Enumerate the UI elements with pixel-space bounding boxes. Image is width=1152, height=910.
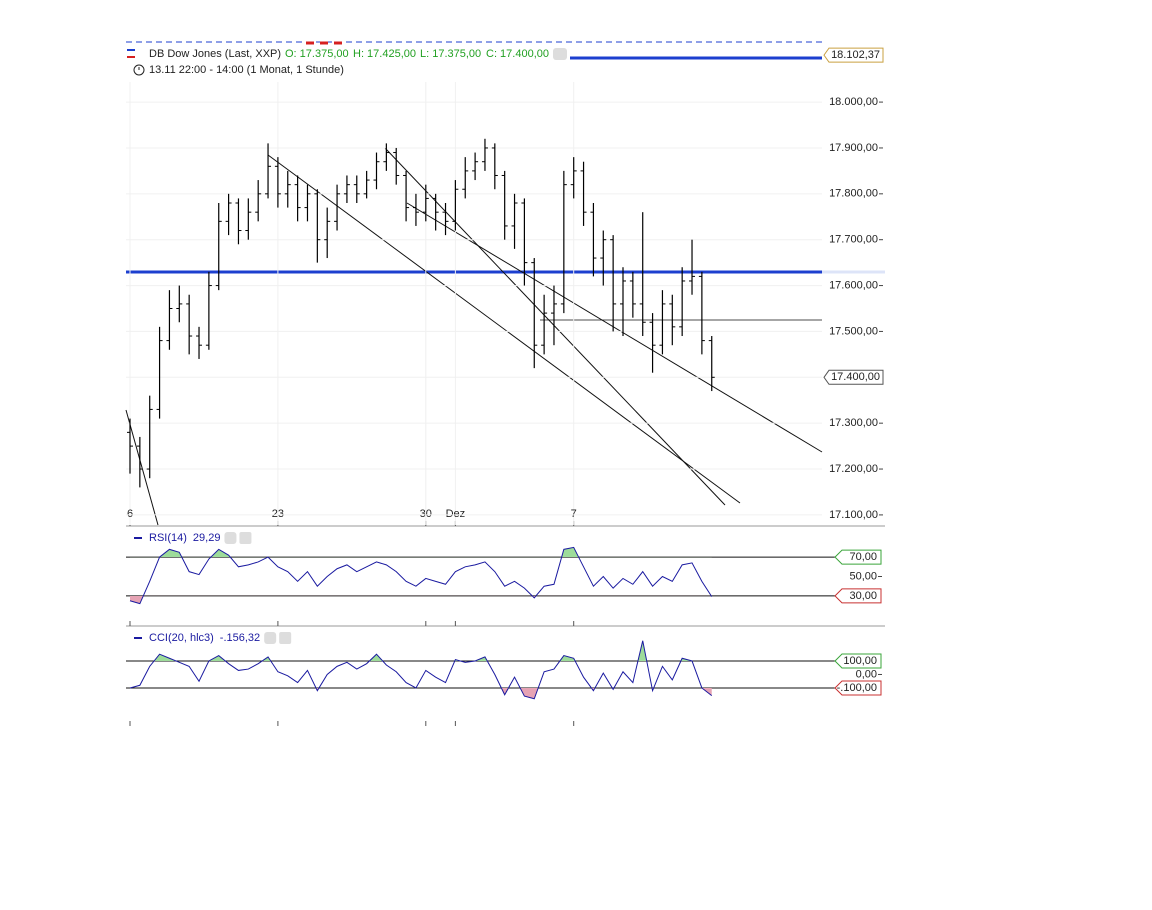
close-icon[interactable] bbox=[279, 632, 292, 644]
x-tick-label: 30 bbox=[420, 508, 432, 520]
settings-icon[interactable] bbox=[553, 48, 567, 60]
y-tick-label: 0,00 bbox=[856, 668, 877, 680]
price-flag bbox=[823, 369, 884, 385]
y-tick-label: 17.700,00 bbox=[829, 234, 878, 246]
chart-title: DB Dow Jones (Last, XXP) bbox=[149, 48, 281, 60]
y-tick-label: -.100,00 bbox=[837, 682, 877, 694]
series-icon bbox=[127, 56, 135, 58]
price-label: 17.400,00 bbox=[831, 371, 880, 383]
x-tick-label: 23 bbox=[272, 508, 284, 520]
trend-line bbox=[384, 147, 726, 506]
y-tick-label: 70,00 bbox=[849, 551, 877, 563]
y-tick-label: 30,00 bbox=[849, 590, 877, 602]
y-tick-label: 18.000,00 bbox=[829, 96, 878, 108]
series-icon bbox=[127, 49, 135, 51]
ohlc-open: O: 17.375,00 bbox=[285, 48, 349, 60]
level-flag bbox=[834, 653, 882, 669]
trend-line bbox=[125, 409, 159, 526]
y-tick-label: 17.300,00 bbox=[829, 417, 878, 429]
x-tick-label: 7 bbox=[571, 508, 577, 520]
level-flag bbox=[834, 680, 882, 696]
lower-fill bbox=[130, 687, 712, 699]
level-flag bbox=[834, 588, 882, 604]
x-tick-label: 6 bbox=[127, 508, 133, 520]
y-tick-label: 50,00 bbox=[849, 570, 877, 582]
trend-line bbox=[406, 202, 823, 453]
indicator-line bbox=[129, 546, 713, 605]
y-tick-label: 17.200,00 bbox=[829, 463, 878, 475]
ohlc-high: H: 17.425,00 bbox=[353, 48, 416, 60]
y-tick-label: 17.100,00 bbox=[829, 509, 878, 521]
upper-fill bbox=[130, 547, 712, 558]
indicator-value: 29,29 bbox=[193, 532, 221, 544]
settings-icon[interactable] bbox=[264, 632, 277, 644]
y-tick-label: 17.900,00 bbox=[829, 142, 878, 154]
ohlc-close: C: 17.400,00 bbox=[486, 48, 549, 60]
trend-line bbox=[267, 154, 741, 504]
y-tick-label: 100,00 bbox=[843, 655, 877, 667]
ohlc-low: L: 17.375,00 bbox=[420, 48, 481, 60]
upper-fill bbox=[154, 640, 693, 661]
settings-icon[interactable] bbox=[224, 532, 237, 544]
indicator-value: -.156,32 bbox=[220, 632, 260, 644]
close-icon[interactable] bbox=[239, 532, 252, 544]
y-tick-label: 17.500,00 bbox=[829, 325, 878, 337]
indicator-title: CCI(20, hlc3) bbox=[149, 632, 214, 644]
y-tick-label: 17.800,00 bbox=[829, 188, 878, 200]
price-flag bbox=[823, 47, 884, 63]
price-label: 18.102,37 bbox=[831, 49, 880, 61]
clock-icon bbox=[133, 64, 145, 76]
x-tick-label: Dez bbox=[446, 508, 466, 520]
chart-subtitle: 13.11 22:00 - 14:00 (1 Monat, 1 Stunde) bbox=[149, 64, 344, 76]
y-tick-label: 17.600,00 bbox=[829, 279, 878, 291]
indicator-line bbox=[129, 640, 713, 700]
level-flag bbox=[834, 549, 882, 565]
indicator-title: RSI(14) bbox=[149, 532, 187, 544]
